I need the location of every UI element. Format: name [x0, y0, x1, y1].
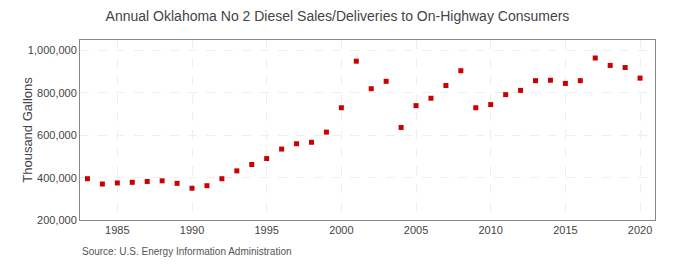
svg-text:Thousand Gallons: Thousand Gallons — [20, 77, 35, 183]
svg-text:1,000,000: 1,000,000 — [28, 44, 77, 56]
svg-text:1985: 1985 — [105, 224, 129, 236]
svg-text:Annual Oklahoma No 2 Diesel Sa: Annual Oklahoma No 2 Diesel Sales/Delive… — [106, 8, 570, 24]
svg-text:400,000: 400,000 — [37, 172, 77, 184]
svg-text:2000: 2000 — [329, 224, 353, 236]
svg-text:1995: 1995 — [254, 224, 278, 236]
svg-text:Source: U.S. Energy Informatio: Source: U.S. Energy Information Administ… — [82, 246, 292, 257]
svg-text:800,000: 800,000 — [37, 87, 77, 99]
svg-text:2010: 2010 — [478, 224, 502, 236]
svg-text:1990: 1990 — [180, 224, 204, 236]
svg-text:2005: 2005 — [404, 224, 428, 236]
svg-text:200,000: 200,000 — [37, 214, 77, 226]
svg-text:2020: 2020 — [628, 224, 652, 236]
svg-text:600,000: 600,000 — [37, 129, 77, 141]
svg-text:2015: 2015 — [553, 224, 577, 236]
